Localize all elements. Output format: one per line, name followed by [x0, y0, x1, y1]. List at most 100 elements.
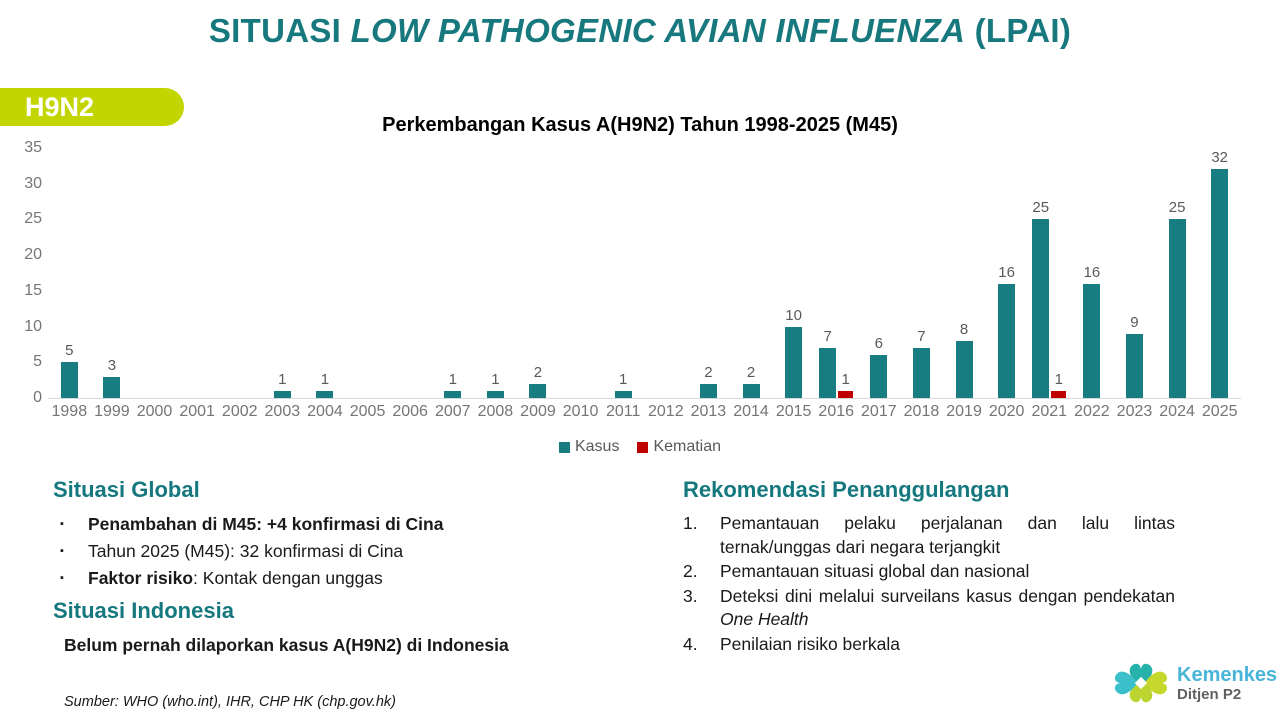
chart-legend: Kasus Kematian [0, 438, 1280, 456]
rekomendasi-item-4: 4. Penilaian risiko berkala [683, 633, 1175, 657]
bar-kasus-1999 [103, 376, 121, 398]
value-label-kematian-2021: 1 [1054, 370, 1063, 388]
legend-swatch-kasus [558, 441, 570, 453]
situasi-indonesia-heading: Situasi Indonesia [53, 598, 234, 623]
value-label-kasus-2007: 1 [448, 370, 457, 388]
bar-kasus-2016 [819, 348, 837, 398]
global-bullet-1: ▪ Penambahan di M45: +4 konfirmasi di Cin… [60, 511, 620, 538]
chart-slot-2017: 6 [858, 148, 901, 398]
bar-kasus-2003 [273, 390, 291, 398]
bar-kasus-2022 [1083, 283, 1101, 398]
chart-slot-2011: 1 [602, 148, 645, 398]
text-run: Penilaian risiko berkala [720, 633, 900, 654]
text-run: Deteksi dini melalui surveilans kasus de… [720, 585, 1175, 606]
bar-kasus-2021 [1032, 219, 1050, 398]
x-tick-2018: 2018 [903, 403, 940, 420]
y-axis-ticks: 0 5 10 15 20 25 30 35 [0, 139, 44, 406]
x-tick-1998: 1998 [51, 403, 88, 420]
rekomendasi-item-number: 1. [683, 513, 698, 533]
chart-slot-2009: 2 [517, 148, 560, 398]
chart-slot-2018: 7 [900, 148, 943, 398]
value-label-kasus-2014: 2 [746, 363, 756, 381]
chart-slot-2005 [346, 148, 389, 398]
value-label-kasus-2019: 8 [959, 320, 969, 338]
global-bullet-3: ▪ Faktor risiko: Kontak dengan unggas [60, 565, 620, 592]
kemenkes-logo-subtitle: Ditjen P2 [1177, 685, 1242, 703]
chart-slot-2003: 1 [261, 148, 304, 398]
chart-slot-2022: 16 [1071, 148, 1114, 398]
chart-slot-2010 [559, 148, 602, 398]
situasi-global-bullet-list: ▪ Penambahan di M45: +4 konfirmasi di Cin… [60, 511, 620, 592]
bar-kasus-2019 [955, 340, 973, 398]
text-run: One Health [720, 609, 809, 629]
value-label-kasus-2009: 2 [533, 363, 543, 381]
chart-title: Perkembangan Kasus A(H9N2) Tahun 1998-20… [382, 114, 898, 136]
value-label-kasus-2016: 7 [823, 328, 832, 345]
bar-kasus-2007 [444, 390, 462, 398]
y-tick-5: 5 [33, 353, 42, 371]
kemenkes-logo: Kemenkes Ditjen P2 [1112, 654, 1277, 712]
bar-kasus-2004 [316, 390, 334, 398]
page-title: SITUASI LOW PATHOGENIC AVIAN INFLUENZA (… [0, 12, 1280, 50]
rekomendasi-heading: Rekomendasi Penanggulangan [683, 477, 1010, 502]
bar-kematian-2021 [1051, 390, 1067, 398]
legend-label-kasus: Kasus [574, 438, 620, 455]
rekomendasi-numbered-list: 1. Pemantauan pelaku perjalanan dan lalu … [683, 512, 1175, 657]
bar-kasus-2023 [1125, 333, 1143, 398]
chart-slot-2021: 25 1 [1028, 148, 1071, 398]
chart-slot-2025: 32 [1198, 148, 1241, 398]
page-title-prefix: SITUASI [208, 12, 351, 49]
bullet-text: Tahun 2025 (M45): 32 konfirmasi di Cina [88, 538, 403, 565]
x-tick-2016: 2016 [818, 403, 855, 420]
x-axis-labels: 1998 1999 2000 2001 2002 2003 2004 2005 2006 2007… [48, 403, 1241, 421]
legend-item-kematian: Kematian [637, 438, 721, 456]
situasi-indonesia-text: Belum pernah dilaporkan kasus A(H9N2) di… [64, 635, 509, 655]
chart-slot-2002 [218, 148, 261, 398]
x-tick-2015: 2015 [775, 403, 812, 420]
x-tick-2024: 2024 [1159, 403, 1195, 420]
value-label-kasus-2020: 16 [998, 263, 1015, 281]
value-label-kasus-2013: 2 [704, 363, 713, 381]
value-label-kasus-2024: 25 [1168, 199, 1186, 217]
legend-item-kasus: Kasus [558, 438, 620, 456]
kemenkes-logo-text: Kemenkes Ditjen P2 [1177, 664, 1277, 703]
x-tick-2000: 2000 [136, 403, 173, 420]
x-tick-2021: 2021 [1031, 403, 1068, 420]
y-tick-25: 25 [24, 210, 42, 228]
value-label-kasus-1998: 5 [65, 342, 74, 360]
bar-kasus-2014 [742, 383, 760, 398]
chart-slot-2015: 10 [772, 148, 815, 398]
rekomendasi-item-text: Pemantauan situasi global dan nasional [720, 560, 1175, 584]
x-tick-2022: 2022 [1074, 403, 1110, 420]
text-run: Tahun 2025 (M45): 32 konfirmasi di Cina [88, 541, 404, 561]
chart-slot-2006 [389, 148, 432, 398]
x-tick-2020: 2020 [988, 403, 1025, 420]
value-label-kasus-2018: 7 [917, 328, 926, 345]
y-tick-15: 15 [24, 281, 42, 299]
bar-kasus-2015 [785, 326, 803, 398]
x-tick-2004: 2004 [307, 403, 343, 420]
text-run: Pemantauan pelaku perjalanan dan lalu li… [720, 513, 1175, 557]
rekomendasi-item-text: Deteksi dini melalui surveilans kasus de… [720, 585, 1175, 632]
chart-slot-2020: 16 [985, 148, 1028, 398]
bullet-marker-icon: ▪ [60, 545, 64, 557]
rekomendasi-item-3: 3. Deteksi dini melalui surveilans kasus … [683, 585, 1175, 632]
situasi-global-heading: Situasi Global [53, 477, 200, 502]
h9n2-badge: H9N2 [0, 88, 184, 126]
x-tick-2019: 2019 [946, 403, 982, 420]
chart-slot-2019: 8 [943, 148, 986, 398]
text-run: : Kontak dengan unggas [193, 568, 383, 588]
rekomendasi-item-1: 1. Pemantauan pelaku perjalanan dan lalu … [683, 512, 1175, 559]
bar-kasus-2018 [912, 348, 930, 398]
value-label-kasus-2015: 10 [785, 306, 802, 324]
value-label-kasus-1999: 3 [107, 356, 117, 374]
rekomendasi-item-number: 3. [683, 585, 698, 606]
rekomendasi-item-number: 2. [683, 561, 698, 581]
bullet-text: Penambahan di M45: +4 konfirmasi di Cina [88, 511, 443, 538]
bar-kasus-2013 [699, 383, 717, 398]
x-tick-2003: 2003 [264, 403, 301, 420]
x-tick-2025: 2025 [1201, 403, 1238, 420]
x-tick-2013: 2013 [690, 403, 727, 420]
